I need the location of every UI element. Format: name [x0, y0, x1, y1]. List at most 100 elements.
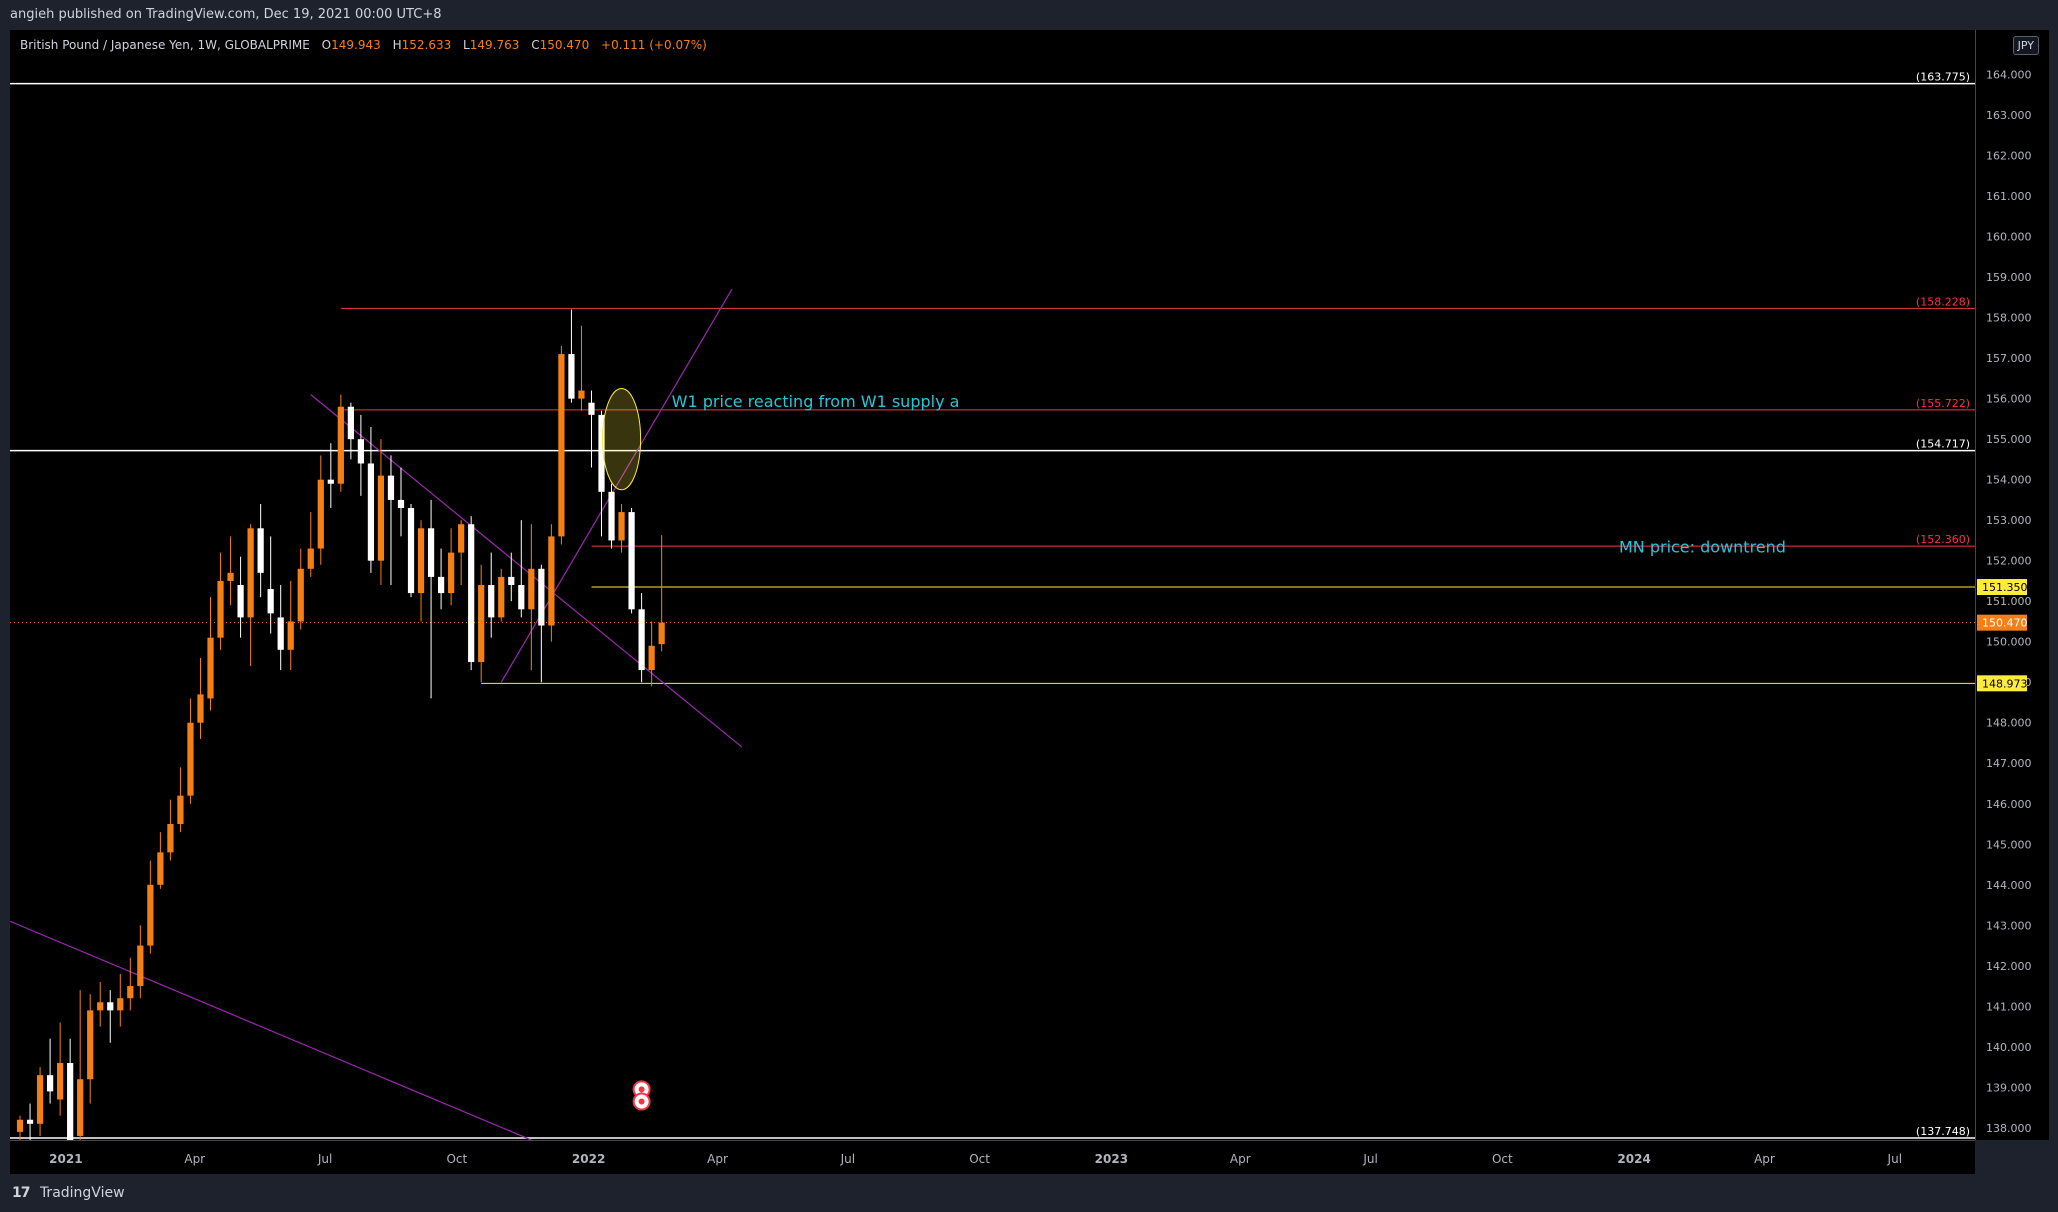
chart-pane[interactable]: (163.775) (158.228) (155.722) (154.717) (152…: [10, 30, 1975, 1140]
price-tick-label: 164.000: [1986, 69, 2032, 82]
candle-body: [227, 572, 234, 581]
price-tick-label: 148.000: [1986, 717, 2032, 730]
price-tick-label: 158.000: [1986, 312, 2032, 325]
price-tick-label: 161.000: [1986, 190, 2032, 203]
candle-body: [257, 528, 264, 573]
price-badge: [1977, 614, 2027, 631]
symbol-legend: British Pound / Japanese Yen, 1W, GLOBAL…: [20, 38, 707, 52]
price-tick-label: 143.000: [1986, 919, 2032, 932]
candle-body: [588, 402, 595, 415]
candle-body: [297, 568, 304, 622]
candle-body: [638, 609, 645, 671]
candle-body: [558, 354, 565, 537]
candle-body: [157, 852, 164, 885]
price-badge: [1977, 579, 2027, 596]
price-tick-label: 140.000: [1986, 1041, 2032, 1054]
candle-body: [46, 1075, 54, 1092]
candle-body: [528, 568, 535, 610]
price-tick-label: 157.000: [1986, 352, 2032, 365]
time-tick-label: Jul: [1362, 1152, 1377, 1166]
candle-body: [448, 552, 455, 594]
candle-body: [287, 621, 294, 650]
open-label: O: [321, 38, 332, 52]
currency-button[interactable]: JPY: [2012, 36, 2039, 55]
candle-body: [417, 528, 425, 594]
time-tick-label: Oct: [446, 1152, 467, 1166]
candle-body: [217, 580, 224, 638]
price-tick-label: 147.000: [1986, 757, 2032, 770]
candle-body: [207, 637, 214, 699]
candle-body: [458, 524, 465, 553]
footer: 17 TradingView: [0, 1174, 2058, 1212]
publish-info: angieh published on TradingView.com, Dec…: [0, 0, 2058, 30]
candle-body: [468, 524, 475, 662]
candle-body: [618, 512, 625, 541]
low-label: L: [463, 38, 470, 52]
time-tick-label: Oct: [969, 1152, 990, 1166]
high-label: H: [392, 38, 402, 52]
price-badge: [1977, 675, 2027, 692]
candle-body: [36, 1075, 44, 1124]
change-value: +0.111 (+0.07%): [601, 38, 707, 52]
brand-name: TradingView: [39, 1185, 125, 1201]
candle-body: [658, 622, 665, 645]
price-axis[interactable]: 138.000 139.000 140.000 141.000 142.000 143.0…: [1975, 30, 2049, 1140]
candle-body: [267, 589, 274, 614]
time-tick-label: Jul: [1887, 1152, 1902, 1166]
time-tick-label: 2022: [572, 1152, 605, 1166]
open-value: 149.943: [331, 38, 381, 52]
event-marker-dot: [638, 1098, 645, 1105]
candle-body: [127, 986, 134, 999]
candle-body: [147, 884, 154, 946]
candle-body: [317, 479, 324, 549]
price-tick-label: 159.000: [1986, 271, 2032, 284]
time-tick-label: 2021: [49, 1152, 82, 1166]
time-tick-label: Jul: [317, 1152, 332, 1166]
candle-body: [437, 576, 445, 594]
candle-body: [357, 439, 365, 464]
time-axis-labels: 2021 Apr Jul Oct 2022 Apr Jul Oct 2023 Apr Jul Oct 2…: [49, 1152, 1902, 1166]
price-axis-labels: 138.000 139.000 140.000 141.000 142.000 143.0…: [1977, 69, 2032, 1135]
price-tick-label: 146.000: [1986, 798, 2032, 811]
candle-body: [648, 645, 655, 671]
candle-body: [427, 528, 435, 577]
time-axis[interactable]: 2021 Apr Jul Oct 2022 Apr Jul Oct 2023 Apr Jul Oct 2…: [10, 1140, 1975, 1175]
candle-body: [327, 479, 334, 484]
horizontal-level-label: (154.717): [1916, 438, 1970, 451]
candle-body: [277, 617, 284, 650]
candle-body: [137, 945, 144, 987]
close-value: 150.470: [539, 38, 590, 52]
candle-body: [197, 694, 204, 723]
horizontal-level-label: (158.228): [1916, 295, 1970, 308]
candle-body: [387, 475, 395, 500]
candle-body: [117, 998, 124, 1011]
candle-body: [498, 576, 505, 618]
candle-body: [97, 1002, 104, 1011]
low-value: 149.763: [469, 38, 520, 52]
price-tick-label: 150.000: [1986, 636, 2032, 649]
candle-body: [16, 1119, 24, 1132]
high-value: 152.633: [401, 38, 452, 52]
candle-body: [367, 463, 375, 561]
candle-body: [177, 795, 184, 825]
time-tick-label: Apr: [707, 1152, 728, 1166]
time-tick-label: 2023: [1095, 1152, 1128, 1166]
price-tick-label: 145.000: [1986, 838, 2032, 851]
chart-annotation: W1 price reacting from W1 supply a: [672, 392, 960, 411]
price-badge-label: 150.470: [1982, 617, 2028, 630]
price-badge-label: 151.350: [1982, 581, 2028, 594]
candle-body: [187, 722, 194, 796]
trendline: [310, 394, 743, 748]
candle-body: [347, 406, 354, 440]
candle-body: [247, 528, 254, 618]
candle-body: [377, 475, 385, 561]
time-tick-label: Jul: [840, 1152, 855, 1166]
time-tick-label: Apr: [1230, 1152, 1251, 1166]
price-tick-label: 162.000: [1986, 150, 2032, 163]
price-tick-label: 153.000: [1986, 514, 2032, 527]
price-chart[interactable]: (163.775) (158.228) (155.722) (154.717) (152…: [10, 30, 1975, 1140]
candle-body: [67, 1063, 74, 1140]
price-tick-label: 160.000: [1986, 231, 2032, 244]
trendline: [10, 920, 532, 1140]
candle-body: [608, 491, 615, 541]
